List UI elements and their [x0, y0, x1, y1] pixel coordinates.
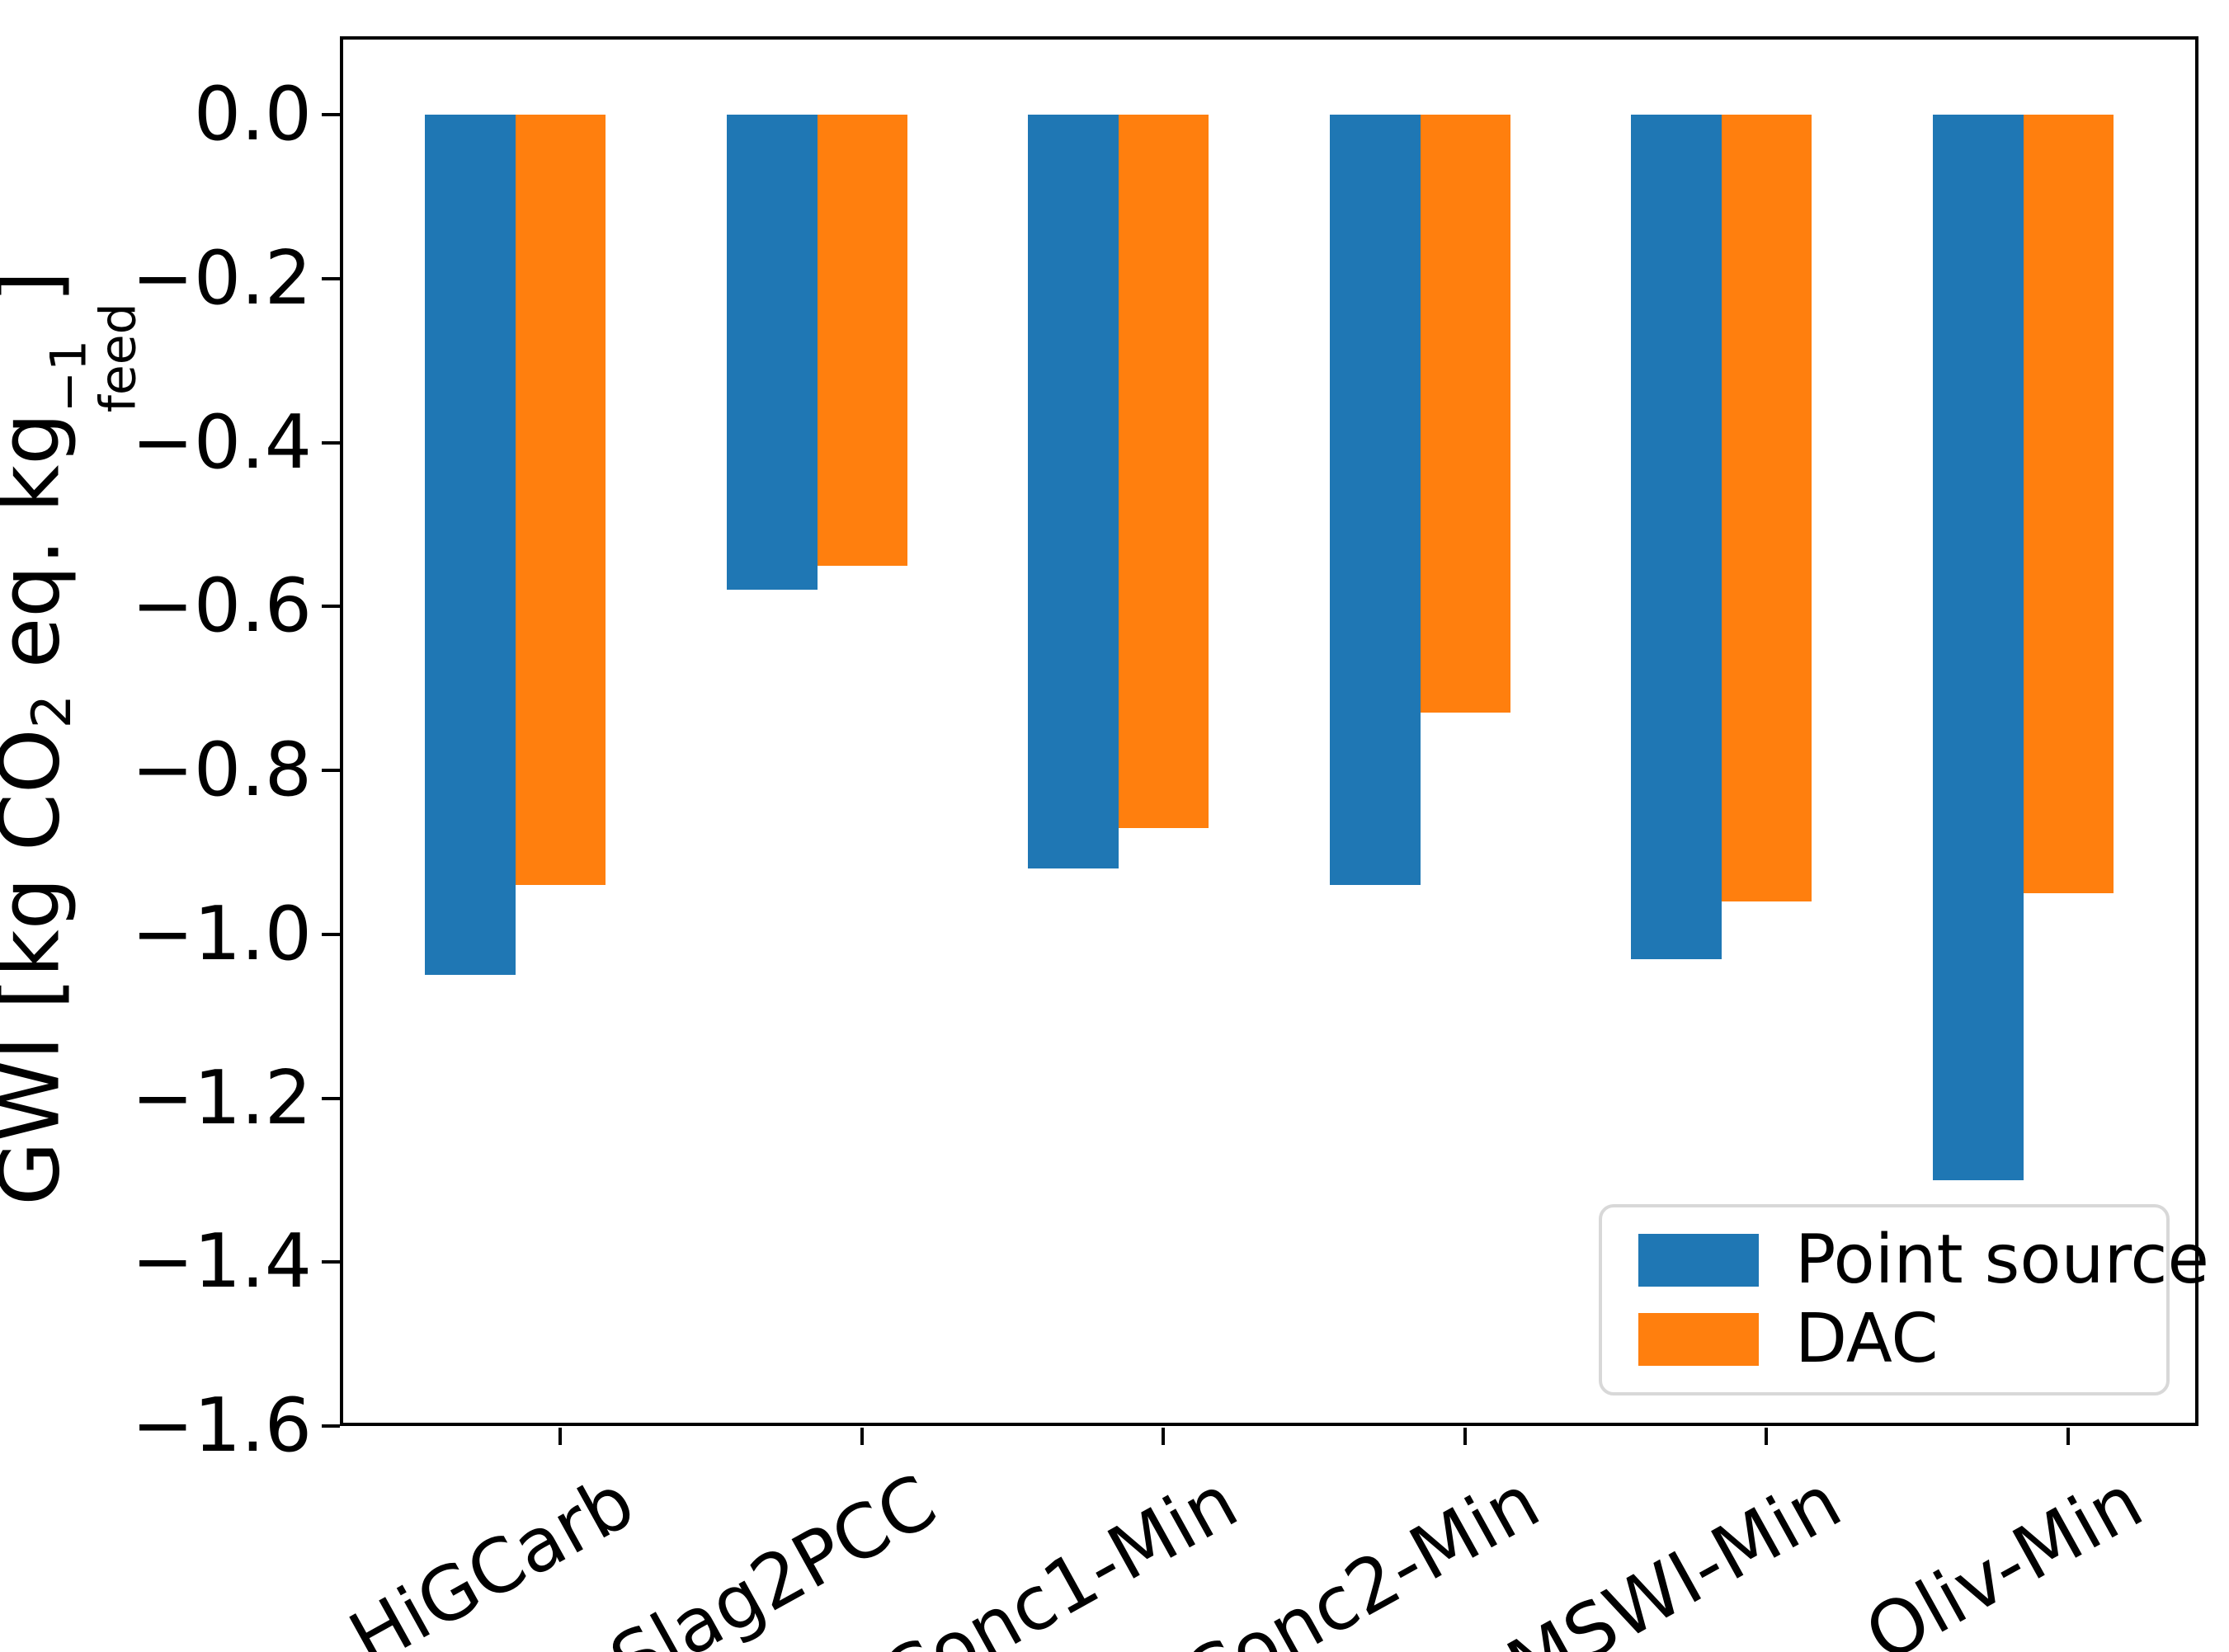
bar-dac-conc1-min [1119, 115, 1209, 828]
legend-label-dac: DAC [1795, 1299, 1939, 1378]
y-axis-label-prefix: GWI [kg CO [0, 728, 78, 1206]
y-tick-label: −1.6 [131, 1382, 312, 1469]
legend-swatch-point-source [1638, 1234, 1759, 1287]
y-tick-label: −0.6 [131, 562, 312, 650]
bar-dac-oliv-min [2023, 115, 2114, 894]
y-tick-mark [322, 440, 340, 445]
y-axis-label-superscript: −1 [40, 339, 98, 413]
x-tick-mark [1765, 1428, 1768, 1445]
legend-entry-dac: DAC [1638, 1299, 2166, 1378]
y-axis-label-suffix: ] [0, 271, 78, 303]
bar-point-source-conc1-min [1028, 115, 1119, 869]
y-tick-label: −1.0 [131, 890, 312, 977]
y-tick-mark [322, 276, 340, 280]
bar-point-source-mswi-min [1631, 115, 1722, 959]
y-tick-mark [322, 113, 340, 116]
bar-dac-mswi-min [1722, 115, 1812, 901]
legend: Point source DAC [1599, 1204, 2209, 1395]
bar-point-source-higcarb [425, 115, 516, 976]
y-tick-mark [322, 932, 340, 936]
x-tick-label-conc2-min: Conc2-Min [1169, 1458, 1553, 1652]
y-axis-label-supsub: −1 feed [40, 303, 148, 413]
y-tick-label: 0.0 [193, 71, 312, 158]
y-tick-mark [322, 605, 340, 609]
bar-point-source-oliv-min [1932, 115, 2024, 1180]
x-tick-label-slag2pcc: Slag2PCC [596, 1458, 950, 1652]
y-axis-label-mid: eq. kg [0, 412, 78, 669]
bar-dac-slag2pcc [817, 115, 907, 566]
y-tick-mark [322, 1260, 340, 1264]
x-tick-mark [1463, 1428, 1467, 1445]
x-tick-label-mswi-min: MSWI-Min [1493, 1458, 1855, 1652]
bar-dac-conc2-min [1420, 115, 1510, 713]
bar-dac-higcarb [516, 115, 606, 886]
y-tick-label: −0.4 [131, 398, 312, 486]
x-tick-mark [558, 1428, 562, 1445]
y-tick-label: −0.8 [131, 727, 312, 813]
y-axis-label-co2-subscript: 2 [21, 694, 83, 729]
x-tick-label-higcarb: HiGCarb [336, 1458, 649, 1652]
legend-swatch-dac [1638, 1312, 1759, 1366]
x-tick-label-oliv-min: Oliv-Min [1851, 1458, 2156, 1652]
y-tick-mark [322, 1424, 340, 1428]
legend-entry-point-source: Point source [1638, 1226, 2209, 1294]
x-tick-mark [1162, 1428, 1165, 1445]
x-tick-label-conc1-min: Conc1-Min [867, 1458, 1252, 1652]
legend-label-point-source: Point source [1795, 1221, 2209, 1300]
x-tick-mark [2066, 1428, 2070, 1445]
y-tick-label: −1.2 [131, 1054, 312, 1141]
x-tick-mark [860, 1428, 864, 1445]
y-tick-label: −0.2 [131, 234, 312, 322]
y-tick-label: −1.4 [131, 1218, 312, 1306]
bar-point-source-conc2-min [1329, 115, 1421, 886]
y-tick-mark [322, 769, 340, 772]
bar-point-source-slag2pcc [726, 115, 818, 591]
y-tick-mark [322, 1096, 340, 1100]
plot-area [340, 36, 2198, 1426]
